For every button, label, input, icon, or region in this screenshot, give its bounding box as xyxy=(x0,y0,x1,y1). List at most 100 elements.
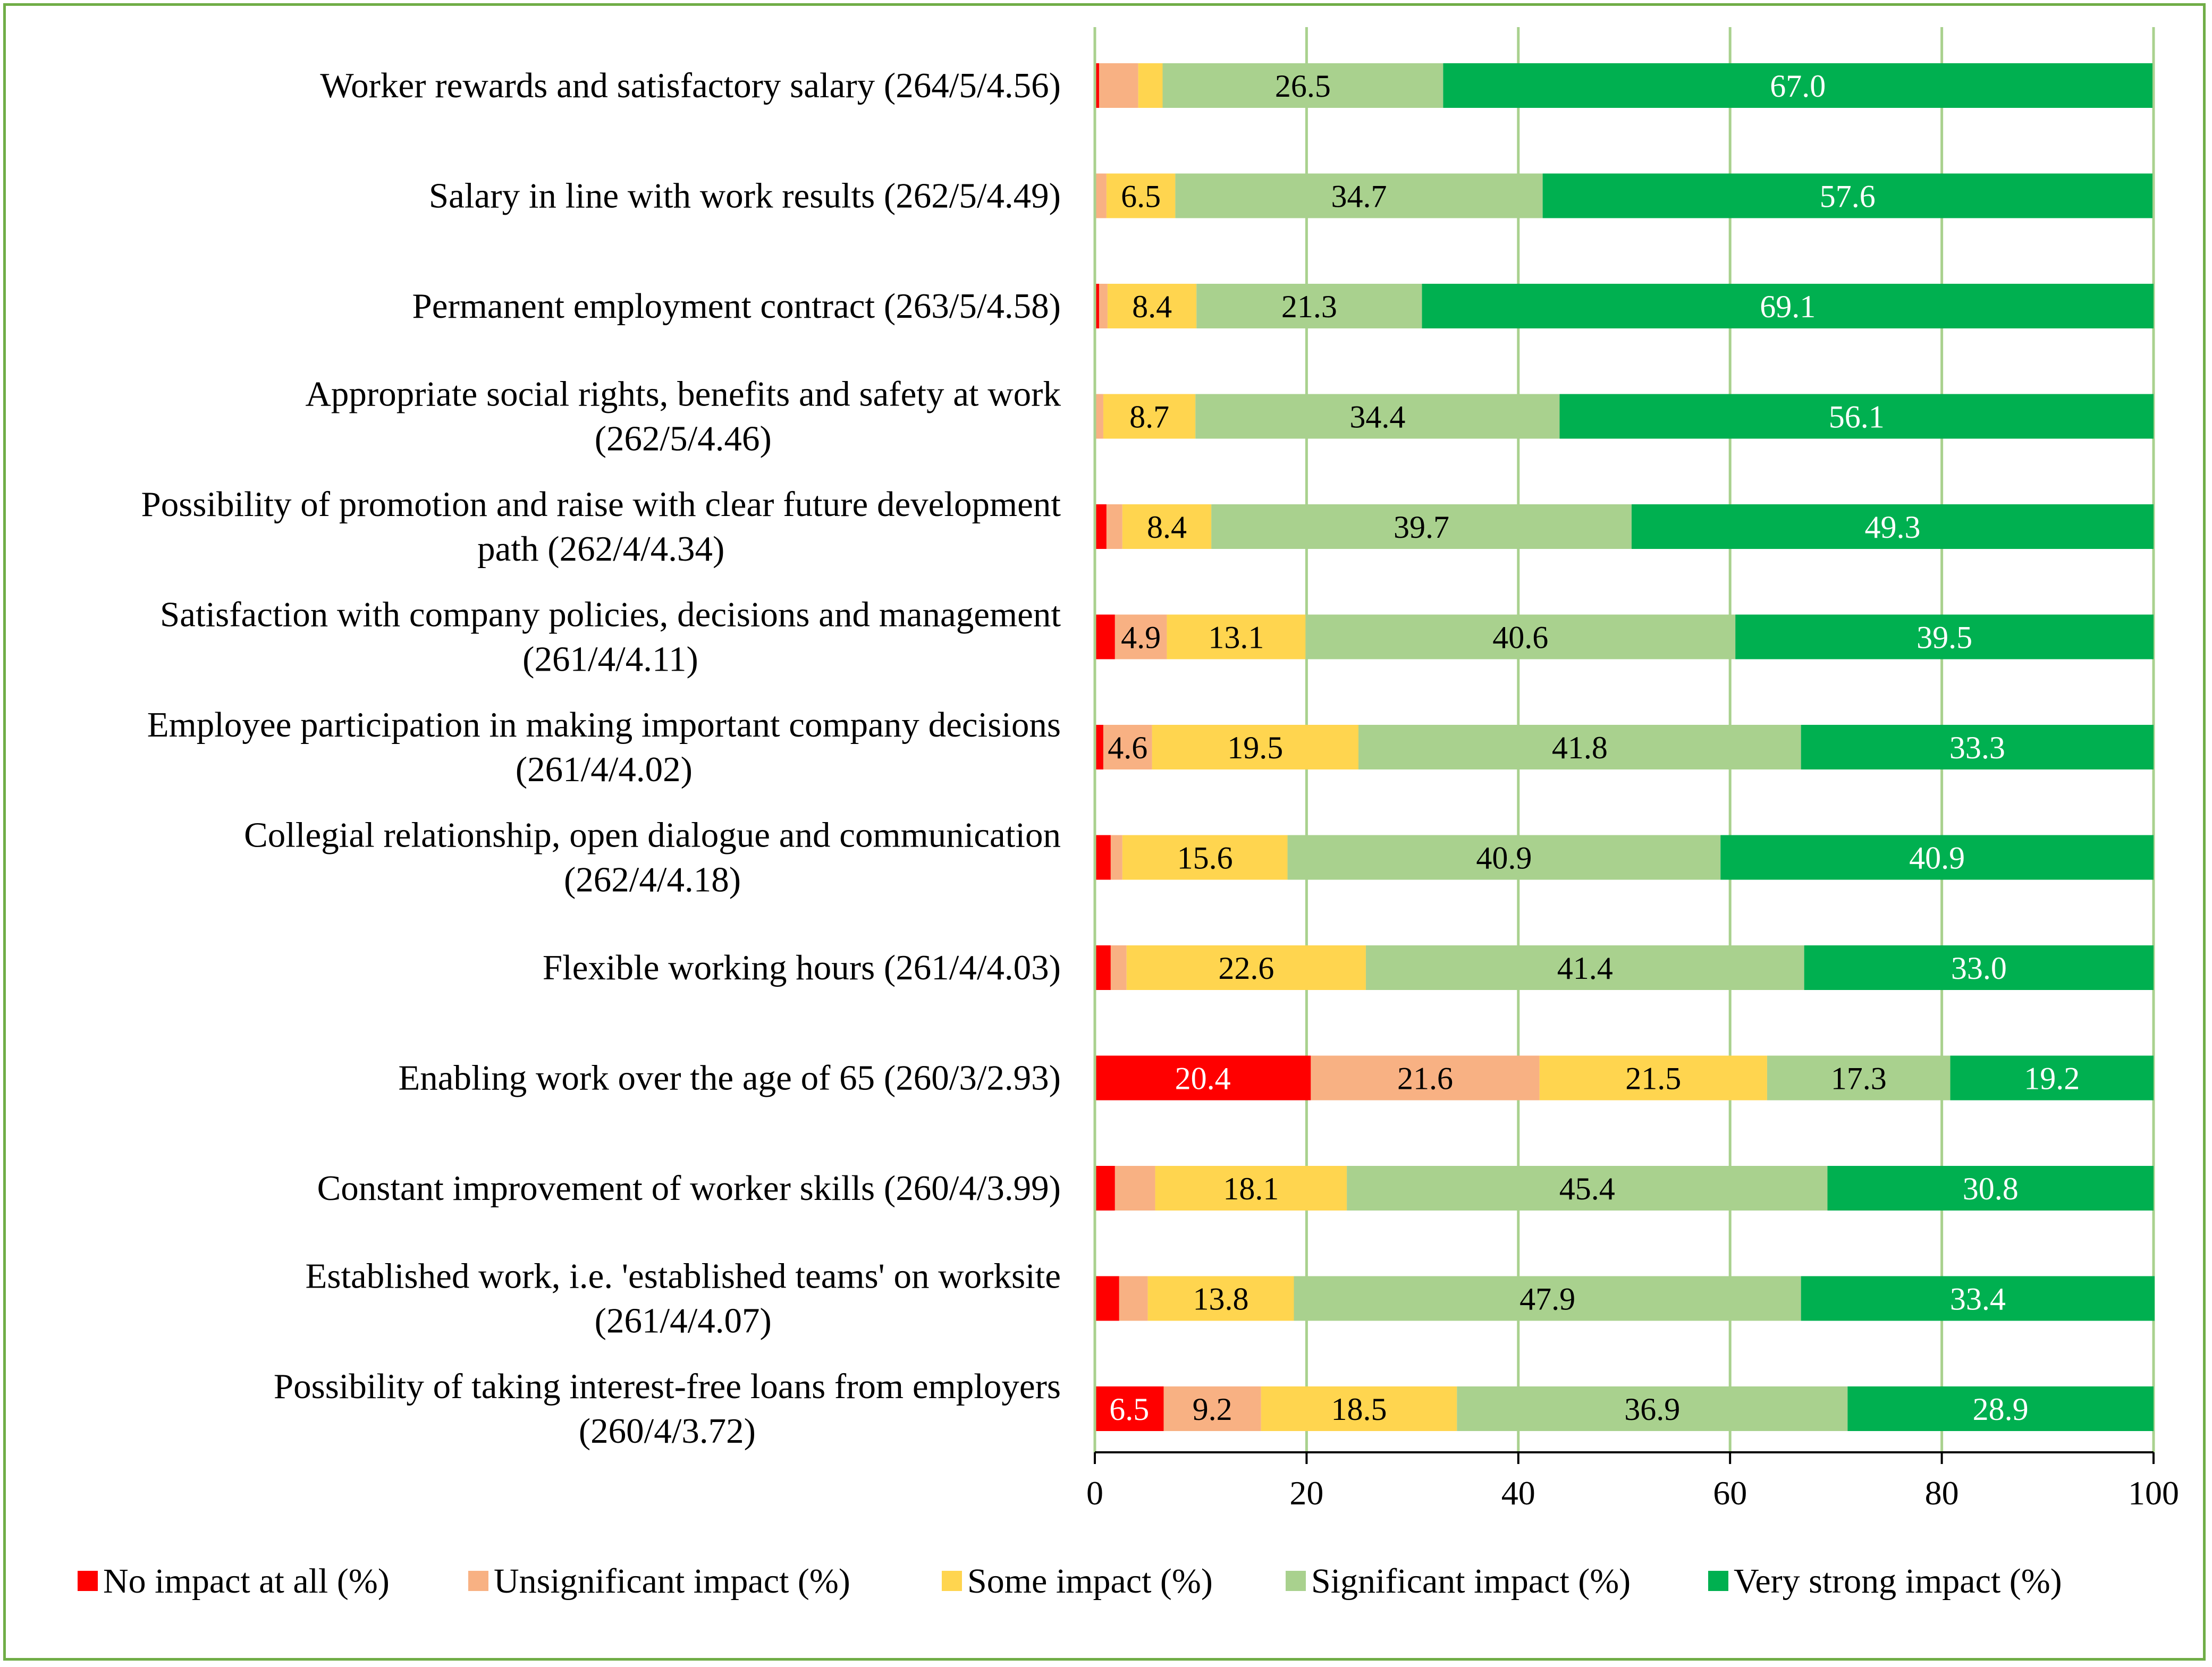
bar-segment xyxy=(1095,835,1111,880)
category-label: Established work, i.e. 'established team… xyxy=(305,1257,1061,1341)
data-label: 39.5 xyxy=(1916,620,1972,655)
bar-segment xyxy=(1107,284,1197,328)
data-label: 36.9 xyxy=(1624,1392,1680,1427)
x-axis: 0 20 40 60 80 100 xyxy=(1086,27,2179,1512)
data-label: 8.4 xyxy=(1132,289,1172,324)
x-tick-label: 20 xyxy=(1289,1474,1323,1512)
bar-segment xyxy=(1347,1166,1828,1211)
data-label: 39.7 xyxy=(1394,510,1449,545)
bar-segment xyxy=(1095,284,1099,328)
data-label: 19.5 xyxy=(1227,730,1283,765)
data-label: 34.7 xyxy=(1331,179,1387,214)
data-label: 28.9 xyxy=(1973,1392,2029,1427)
category-label-line: Possibility of promotion and raise with … xyxy=(141,485,1061,524)
bar-segment xyxy=(1115,1166,1155,1211)
bar-segment xyxy=(1126,945,1366,990)
data-label: 40.9 xyxy=(1909,841,1965,876)
data-label: 20.4 xyxy=(1175,1061,1231,1096)
category-label-line: (262/4/4.18) xyxy=(564,860,741,900)
bar-segment xyxy=(1122,504,1212,549)
category-label: Collegial relationship, open dialogue an… xyxy=(244,816,1061,900)
category-label-line: Employee participation in making importa… xyxy=(147,705,1061,744)
bar-segment xyxy=(1162,63,1443,108)
category-label-line: (260/4/3.72) xyxy=(579,1411,756,1451)
legend-item: Some impact (%) xyxy=(942,1562,1213,1601)
bar-segment xyxy=(1457,1386,1848,1431)
data-label: 13.8 xyxy=(1193,1282,1249,1317)
legend-swatch xyxy=(78,1571,98,1591)
bar-segment xyxy=(1542,173,2153,218)
category-label: Possibility of taking interest-free loan… xyxy=(274,1367,1061,1451)
bar-segment xyxy=(1358,725,1801,769)
data-label: 4.6 xyxy=(1108,730,1147,765)
category-label: Constant improvement of worker skills (2… xyxy=(317,1169,1061,1208)
data-label: 69.1 xyxy=(1760,289,1816,324)
data-label: 40.9 xyxy=(1476,841,1532,876)
data-label: 57.6 xyxy=(1820,179,1876,214)
x-tick-label: 60 xyxy=(1713,1474,1747,1512)
legend-swatch xyxy=(1708,1571,1728,1591)
data-label: 9.2 xyxy=(1193,1392,1232,1427)
legend-item: Significant impact (%) xyxy=(1286,1562,1631,1601)
category-label: Flexible working hours (261/4/4.03) xyxy=(543,948,1061,987)
bar-segment xyxy=(1099,63,1138,108)
x-tick-label: 40 xyxy=(1501,1474,1535,1512)
bar-segment xyxy=(1631,504,2154,549)
bar-segment xyxy=(1110,945,1127,990)
data-label: 45.4 xyxy=(1559,1171,1615,1206)
category-label-line: Flexible working hours (261/4/4.03) xyxy=(543,948,1061,987)
bar-segment xyxy=(1095,394,1103,439)
bar-segment xyxy=(1801,725,2154,769)
legend-item: No impact at all (%) xyxy=(78,1562,390,1601)
bar-segment xyxy=(1095,63,1099,108)
bar-segment xyxy=(1443,63,2153,108)
legend-label: Very strong impact (%) xyxy=(1734,1562,2062,1601)
data-label: 34.4 xyxy=(1349,400,1405,435)
bar-segment xyxy=(1106,173,1176,218)
data-label: 8.7 xyxy=(1129,400,1169,435)
category-label-line: Salary in line with work results (262/5/… xyxy=(429,176,1061,216)
bar-segment xyxy=(1095,614,1115,659)
category-label: Satisfaction with company policies, deci… xyxy=(160,595,1061,679)
category-label-line: Established work, i.e. 'established team… xyxy=(305,1257,1061,1296)
data-label: 18.5 xyxy=(1331,1392,1387,1427)
category-label: Employee participation in making importa… xyxy=(147,705,1061,789)
bar-segment xyxy=(1720,835,2154,880)
data-label: 17.3 xyxy=(1831,1061,1887,1096)
data-label: 33.3 xyxy=(1949,730,2005,765)
bar-segment xyxy=(1287,835,1721,880)
bar-segment xyxy=(1735,614,2154,659)
bar-segment xyxy=(1122,835,1288,880)
legend-label: Some impact (%) xyxy=(967,1562,1213,1601)
data-label: 41.4 xyxy=(1557,951,1613,986)
bar-segment xyxy=(1110,835,1122,880)
bar-segment xyxy=(1099,284,1108,328)
category-label-line: Satisfaction with company policies, deci… xyxy=(160,595,1061,634)
category-label: Appropriate social rights, benefits and … xyxy=(306,375,1061,459)
data-label: 19.2 xyxy=(2024,1061,2080,1096)
category-labels: Worker rewards and satisfactory salary (… xyxy=(141,66,1061,1451)
data-label: 4.9 xyxy=(1121,620,1161,655)
data-label: 15.6 xyxy=(1177,841,1233,876)
data-label: 8.4 xyxy=(1147,510,1187,545)
bar-segment xyxy=(1847,1386,2154,1431)
data-label: 6.5 xyxy=(1109,1392,1149,1427)
bar-segment xyxy=(1152,725,1359,769)
bar-segment xyxy=(1095,1055,1311,1101)
bar-segment xyxy=(1294,1276,1801,1321)
bar-segment xyxy=(1155,1166,1347,1211)
bars: 26.5 67.0 6.5 34.7 57.6 8.4 21.3 69.1 8.7 34.4 56.… xyxy=(1095,63,2155,1431)
data-label: 26.5 xyxy=(1275,69,1331,104)
category-label-line: Appropriate social rights, benefits and … xyxy=(306,375,1061,414)
category-label-line: Worker rewards and satisfactory salary (… xyxy=(320,66,1061,105)
bar-segment xyxy=(1804,945,2154,990)
category-label: Salary in line with work results (262/5/… xyxy=(429,176,1061,216)
data-label: 21.3 xyxy=(1281,289,1337,324)
category-label-line: Collegial relationship, open dialogue an… xyxy=(244,816,1061,855)
bar-segment xyxy=(1827,1166,2154,1211)
legend-swatch xyxy=(942,1571,962,1591)
data-label: 40.6 xyxy=(1492,620,1548,655)
bar-segment xyxy=(1211,504,1632,549)
data-label: 41.8 xyxy=(1552,730,1608,765)
bar-segment xyxy=(1167,614,1306,659)
